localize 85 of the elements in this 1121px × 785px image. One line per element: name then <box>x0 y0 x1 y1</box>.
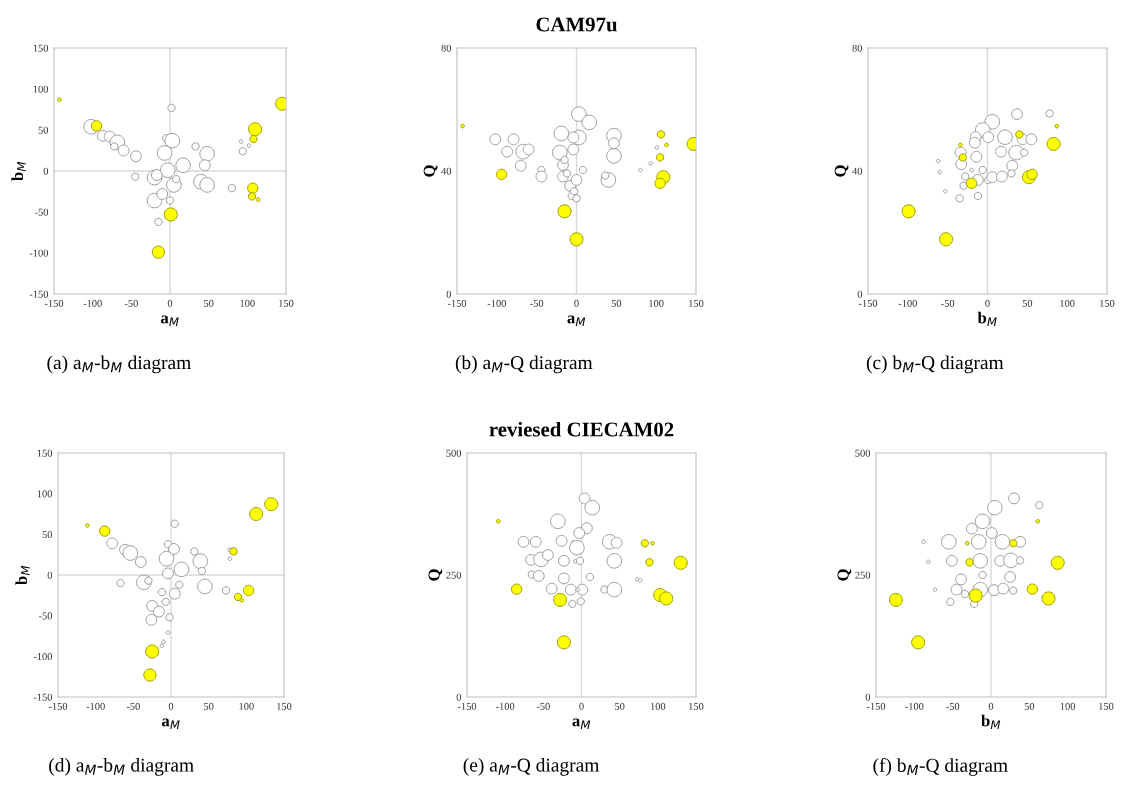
y-axis-title: Q <box>834 165 849 177</box>
y-tick-label: 40 <box>441 167 452 175</box>
y-tick-label: 0 <box>456 693 462 701</box>
x-axis-title: a$_{M}$ <box>567 315 586 327</box>
chart-title: CAM97u <box>536 17 618 32</box>
y-axis-title: Q <box>428 569 443 581</box>
x-tick-label: -100 <box>86 702 105 710</box>
x-tick-label: 100 <box>240 299 255 307</box>
y-tick-label: -50 <box>38 612 53 620</box>
x-tick-label: -150 <box>866 702 886 710</box>
x-tick-label: 150 <box>689 299 704 307</box>
x-tick-label: 0 <box>574 299 579 307</box>
text: (b) a$_{M}$-Q diagram <box>455 355 593 374</box>
y-tick-label: 0 <box>857 290 863 298</box>
x-tick-label: -100 <box>496 702 515 710</box>
x-tick-label: -50 <box>124 299 138 307</box>
y-tick-label: 50 <box>42 531 53 539</box>
x-tick-label: 150 <box>279 299 294 307</box>
x-tick-label: 100 <box>1060 702 1076 710</box>
x-tick-label: 150 <box>1099 702 1114 710</box>
x-tick-label: 50 <box>204 299 214 307</box>
x-axis-title: b$_{M}$ <box>977 311 997 326</box>
text: (a) a$_{M}$-b$_{M}$ diagram <box>47 355 191 374</box>
x-tick-label: 150 <box>1100 299 1115 307</box>
y-tick-label: 100 <box>37 490 53 498</box>
x-tick-label: 0 <box>579 702 584 710</box>
x-tick-label: 100 <box>1060 299 1075 307</box>
text: (e) a$_{M}$-Q diagram <box>463 758 600 776</box>
y-tick-label: 0 <box>865 693 871 701</box>
y-tick-label: 500 <box>446 449 462 457</box>
text: (d) a$_{M}$-b$_{M}$ diagram <box>49 758 194 776</box>
x-tick-label: -50 <box>946 702 960 710</box>
x-tick-label: 50 <box>1024 702 1035 710</box>
text: (c) b$_{M}$-Q diagram <box>866 355 1004 374</box>
x-tick-label: 0 <box>168 702 174 710</box>
y-tick-label: 0 <box>43 167 49 175</box>
x-tick-label: 150 <box>277 702 292 710</box>
y-tick-label: 50 <box>38 126 49 134</box>
x-tick-label: -50 <box>941 299 955 307</box>
y-tick-label: 250 <box>855 571 871 579</box>
x-tick-label: -150 <box>457 702 477 710</box>
x-tick-label: 0 <box>167 299 173 307</box>
y-tick-label: 150 <box>33 44 49 52</box>
x-tick-label: -50 <box>536 702 550 710</box>
y-axis-title: Q <box>837 569 852 581</box>
x-tick-label: 100 <box>239 702 254 710</box>
x-tick-label: 0 <box>985 299 990 307</box>
x-axis-title: b$_{M}$ <box>981 714 1001 729</box>
x-tick-label: -50 <box>530 299 544 307</box>
y-tick-label: 250 <box>446 571 462 579</box>
x-tick-label: 50 <box>204 702 214 710</box>
x-tick-label: -100 <box>487 299 506 307</box>
x-axis-title: a$_{M}$ <box>160 315 179 327</box>
y-tick-label: -100 <box>29 249 49 257</box>
x-tick-label: 150 <box>689 702 704 710</box>
y-tick-label: 0 <box>446 290 452 298</box>
y-axis-title: b$_{M}$ <box>15 565 30 585</box>
y-tick-label: -100 <box>33 653 53 661</box>
x-tick-label: 50 <box>611 299 622 307</box>
y-tick-label: 100 <box>33 85 49 93</box>
y-tick-label: -150 <box>29 290 49 298</box>
x-axis-title: a$_{M}$ <box>572 718 591 730</box>
y-tick-label: 80 <box>441 44 452 52</box>
y-tick-label: 500 <box>855 449 871 457</box>
y-tick-label: -50 <box>34 208 49 216</box>
x-tick-label: -100 <box>83 299 102 307</box>
x-tick-label: 100 <box>649 299 664 307</box>
x-tick-label: -100 <box>905 702 924 710</box>
x-tick-label: 100 <box>650 702 666 710</box>
y-tick-label: 40 <box>852 167 863 175</box>
y-axis-title: b$_{M}$ <box>11 161 26 181</box>
text: (f) b$_{M}$-Q diagram <box>873 758 1008 776</box>
x-tick-label: -150 <box>48 702 68 710</box>
x-tick-label: 0 <box>988 702 994 710</box>
x-tick-label: -50 <box>126 702 140 710</box>
x-tick-label: 50 <box>615 702 625 710</box>
y-tick-label: -150 <box>33 693 53 701</box>
y-tick-label: 150 <box>37 449 53 457</box>
y-tick-label: 0 <box>47 571 53 579</box>
x-tick-label: -100 <box>898 299 917 307</box>
x-tick-label: 50 <box>1022 299 1033 307</box>
chart-title: reviesed CIECAM02 <box>489 421 674 437</box>
y-axis-title: Q <box>423 165 438 177</box>
y-tick-label: 80 <box>852 44 863 52</box>
x-axis-title: a$_{M}$ <box>161 718 180 730</box>
